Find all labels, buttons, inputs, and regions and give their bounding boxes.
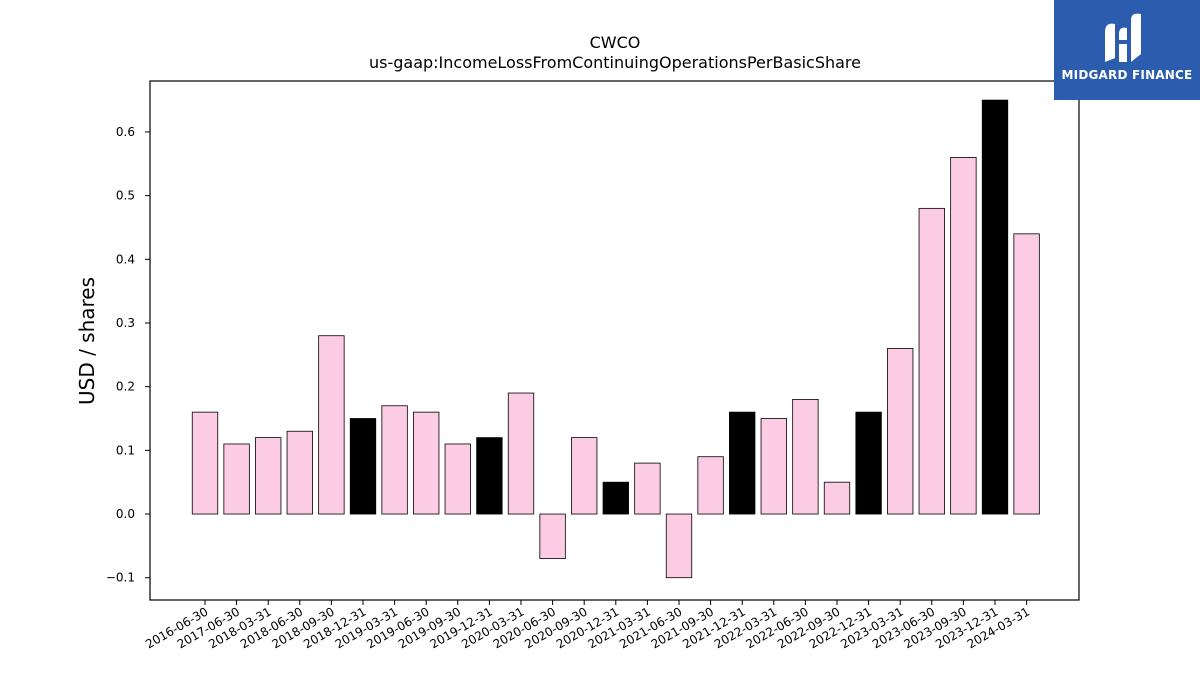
bar-2023-06-30 [918,207,945,515]
bar-2020-09-30 [571,437,598,515]
bar-2019-06-30 [413,411,440,515]
y-tick-label: 0.2 [116,380,135,394]
bar-2022-12-31 [855,411,882,515]
bar-2021-09-30 [697,456,724,515]
bar-2018-03-31 [255,437,282,515]
y-tick-label: 0.4 [116,252,135,266]
bars-group [191,99,1040,579]
logo-text: MIDGARD FINANCE [1061,68,1193,82]
bar-2023-12-31 [981,99,1009,515]
y-axis-ticks: −0.1 0.0 0.1 0.2 0.3 0.4 0.5 0.6 [106,125,150,585]
bar-2020-06-30 [539,513,566,560]
y-tick-label: 0.1 [116,443,135,457]
bar-2017-06-30 [223,443,250,515]
bar-2022-09-30 [823,481,851,515]
bar-2024-03-31 [1013,233,1040,515]
y-tick-label: 0.6 [116,125,135,139]
bar-2023-03-31 [887,348,914,515]
bar-2020-03-31 [507,392,535,515]
logo-mark-icon [1105,13,1141,63]
bar-2022-06-30 [792,398,819,515]
bar-2019-12-31 [476,437,503,515]
bar-2016-06-30 [191,411,219,515]
bar-2019-03-31 [381,405,408,515]
chart-title: CWCO [590,33,641,52]
bar-2021-06-30 [665,513,693,579]
bar-2021-03-31 [634,462,661,515]
bar-2019-09-30 [444,443,471,515]
bar-2018-06-30 [286,430,313,515]
bar-2022-03-31 [760,418,787,515]
plot-frame [149,80,1080,601]
y-tick-label: 0.5 [116,189,135,203]
y-tick-label: 0.3 [116,316,135,330]
bar-2020-12-31 [602,481,629,515]
midgard-finance-logo: MIDGARD FINANCE [1054,0,1200,100]
bar-2018-09-30 [318,335,345,515]
y-axis-label: USD / shares [75,277,99,405]
bar-2021-12-31 [729,411,756,515]
y-tick-label: −0.1 [106,571,135,585]
chart-subtitle: us-gaap:IncomeLossFromContinuingOperatio… [369,53,861,72]
bar-2018-12-31 [349,418,377,515]
x-axis-ticks: 2016-06-302017-06-302018-03-312018-06-30… [143,600,1032,651]
bar-2023-09-30 [950,157,977,515]
y-tick-label: 0.0 [116,507,135,521]
